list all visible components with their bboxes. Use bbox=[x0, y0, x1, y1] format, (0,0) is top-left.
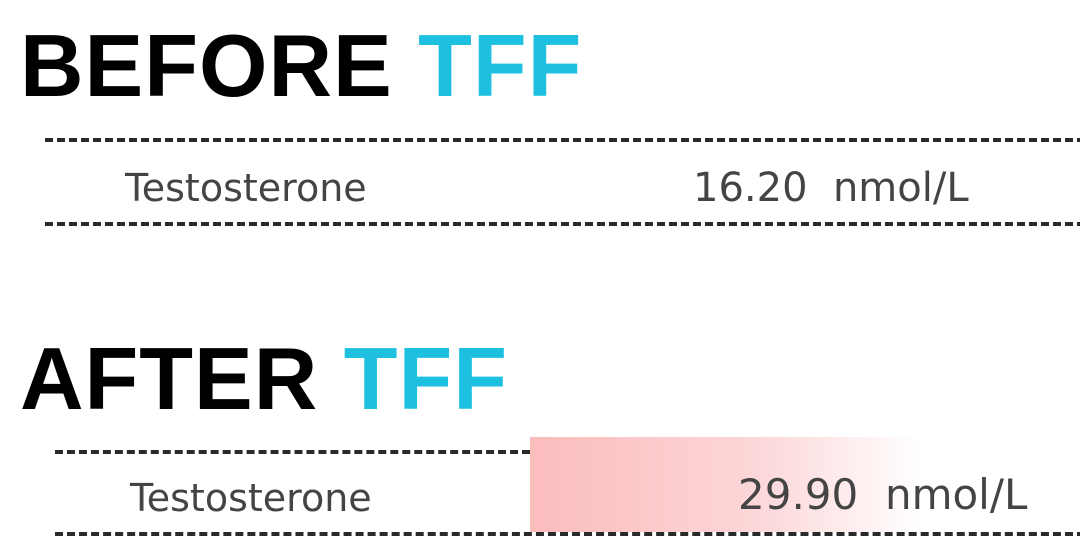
after-bottom-divider bbox=[55, 532, 1080, 536]
before-top-divider bbox=[45, 138, 1080, 142]
before-value: 16.20 bbox=[693, 165, 808, 211]
after-top-divider bbox=[55, 450, 530, 454]
after-heading: AFTER TFF bbox=[20, 335, 508, 423]
before-row-label: Testosterone bbox=[125, 166, 367, 210]
after-heading-accent: TFF bbox=[343, 329, 509, 428]
before-row-value: 16.20 nmol/L bbox=[693, 165, 969, 211]
after-unit: nmol/L bbox=[884, 470, 1028, 519]
after-heading-word: AFTER bbox=[20, 329, 319, 428]
after-value: 29.90 bbox=[738, 470, 859, 519]
before-unit: nmol/L bbox=[832, 165, 969, 211]
value-highlight bbox=[530, 437, 1080, 532]
before-heading-word: BEFORE bbox=[20, 16, 393, 115]
after-row-label: Testosterone bbox=[130, 476, 372, 520]
after-row-value: 29.90 nmol/L bbox=[738, 470, 1027, 519]
before-heading: BEFORE TFF bbox=[20, 22, 582, 110]
before-heading-accent: TFF bbox=[418, 16, 583, 115]
before-bottom-divider bbox=[45, 222, 1080, 226]
